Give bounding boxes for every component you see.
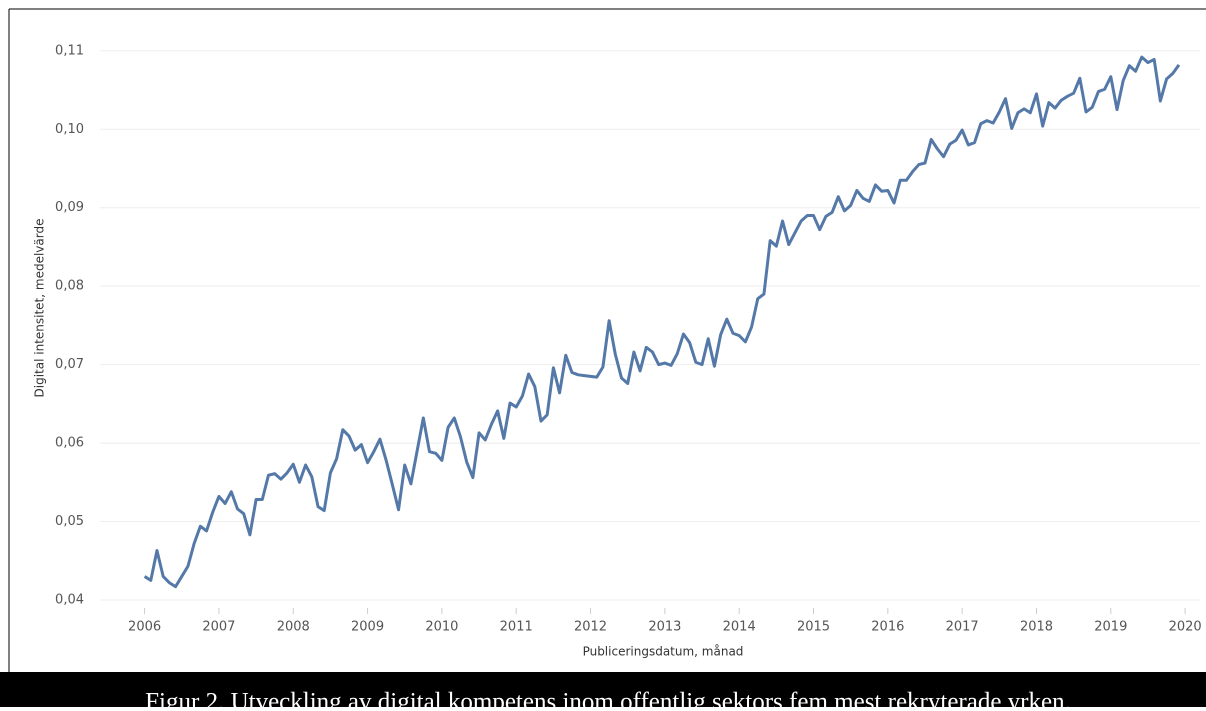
x-tick-label: 2012 xyxy=(574,620,607,635)
x-tick-label: 2013 xyxy=(648,620,681,635)
x-tick-label: 2020 xyxy=(1169,620,1202,635)
x-tick-label: 2008 xyxy=(277,620,310,635)
data-line xyxy=(143,55,1181,589)
x-tick-label: 2009 xyxy=(351,620,384,635)
grid: 0,04 0,05 0,06 0,07 0,08 0,09 0,10 0,11 2006 2007… xyxy=(55,43,1202,634)
y-axis-title: Digital intensitet, medelvärde xyxy=(33,219,47,398)
y-tick-label: 0,09 xyxy=(55,200,84,215)
y-tick-label: 0,05 xyxy=(55,514,84,529)
x-tick-label: 2019 xyxy=(1094,620,1127,635)
x-tick-label: 2011 xyxy=(500,620,533,635)
y-tick-label: 0,08 xyxy=(55,279,84,294)
x-tick-label: 2006 xyxy=(128,620,161,635)
caption-bar xyxy=(0,672,1206,707)
y-tick-label: 0,04 xyxy=(55,592,84,607)
y-tick-label: 0,07 xyxy=(55,357,84,372)
y-tick-label: 0,06 xyxy=(55,436,84,451)
y-tick-label: 0,10 xyxy=(55,122,84,137)
x-tick-label: 2010 xyxy=(425,620,458,635)
x-axis-title: Publiceringsdatum, månad xyxy=(583,645,744,659)
plot xyxy=(143,55,1181,589)
x-tick-label: 2015 xyxy=(797,620,830,635)
x-tick-label: 2007 xyxy=(202,620,235,635)
x-tick-label: 2016 xyxy=(871,620,904,635)
x-tick-label: 2014 xyxy=(723,620,756,635)
y-tick-label: 0,11 xyxy=(55,43,84,58)
x-tick-label: 2017 xyxy=(946,620,979,635)
x-tick-label: 2018 xyxy=(1020,620,1053,635)
caption: Figur 2. Utveckling av digital kompetens… xyxy=(145,689,1071,707)
